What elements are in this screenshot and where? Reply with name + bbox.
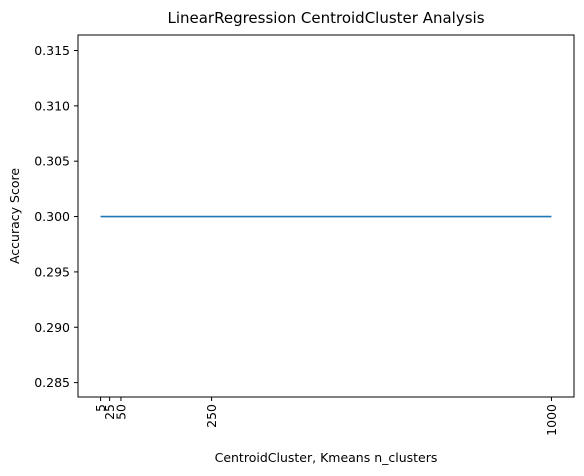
y-tick-label: 0.285	[34, 375, 70, 390]
chart-title: LinearRegression CentroidCluster Analysi…	[167, 9, 484, 27]
y-tick-label: 0.290	[34, 320, 70, 335]
y-tick-label: 0.310	[34, 98, 70, 113]
x-tick-label: 5	[93, 404, 108, 412]
y-tick-label: 0.300	[34, 209, 70, 224]
y-tick-label: 0.305	[34, 154, 70, 169]
y-tick-label: 0.295	[34, 264, 70, 279]
plot-area: 0.285 0.290 0.295 0.300 0.305 0.310 0.315 52550…	[34, 34, 575, 436]
y-tick-label: 0.315	[34, 43, 70, 58]
axes-frame	[77, 34, 575, 398]
x-tick-label: 1000	[544, 404, 559, 436]
x-tick-label: 50	[113, 404, 128, 420]
y-axis-label: Accuracy Score	[7, 168, 22, 264]
x-tick-label: 250	[204, 404, 219, 428]
x-tick-label: 25	[102, 404, 117, 420]
x-axis-label: CentroidCluster, Kmeans n_clusters	[215, 450, 438, 465]
